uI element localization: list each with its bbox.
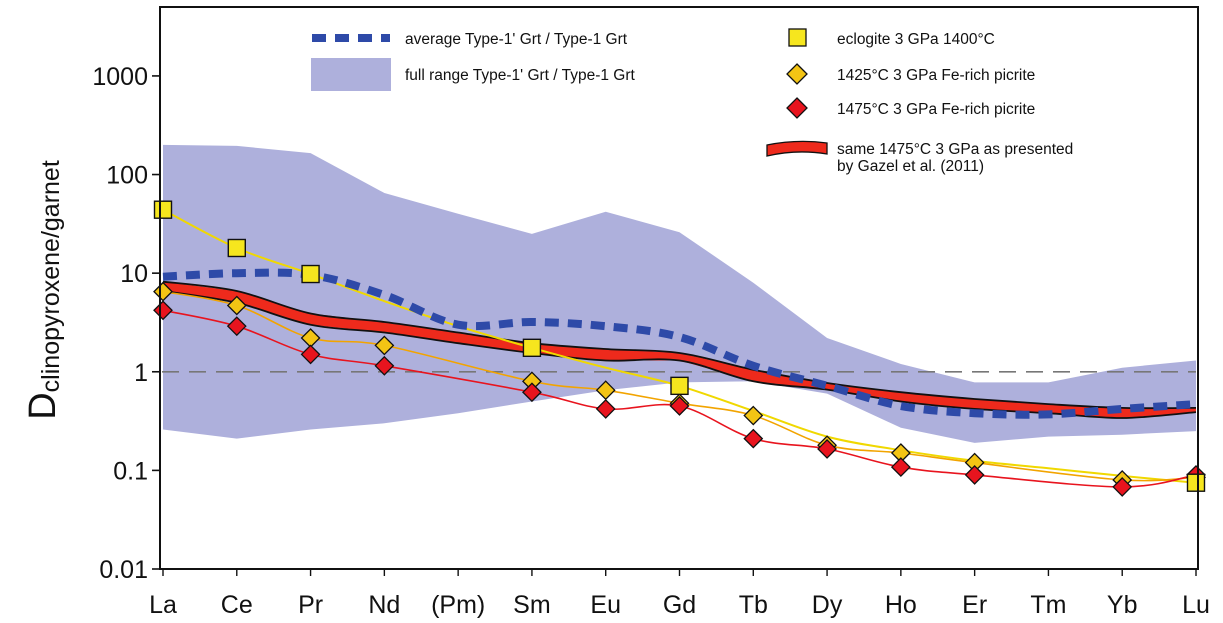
eclogite-point-7 bbox=[670, 376, 689, 396]
legend-picrite1475-label: 1475°C 3 GPa Fe-rich picrite bbox=[837, 101, 1035, 118]
y-tick-label-3: 1 bbox=[134, 359, 148, 387]
x-tick-label-11: Er bbox=[962, 591, 987, 619]
x-tick-label-8: Tb bbox=[739, 591, 768, 619]
picrite1475-point-1 bbox=[226, 316, 247, 337]
legend-band-label-line2: by Gazel et al. (2011) bbox=[837, 158, 984, 175]
x-tick-label-9: Dy bbox=[812, 591, 843, 619]
x-tick-label-0: La bbox=[149, 591, 177, 619]
picrite1475-point-11 bbox=[964, 464, 985, 485]
average-line-layer bbox=[162, 268, 1197, 419]
x-tick-label-14: Lu bbox=[1182, 591, 1210, 619]
picrite1475-point-5 bbox=[522, 382, 542, 403]
legend-picrite1425-label: 1425°C 3 GPa Fe-rich picrite bbox=[837, 67, 1035, 84]
eclogite-point-2 bbox=[301, 264, 320, 284]
eclogite-point-5 bbox=[522, 338, 542, 358]
y-axis: 1000 100 10 1 0.1 0.01 bbox=[92, 63, 160, 584]
x-tick-label-4: (Pm) bbox=[431, 591, 485, 619]
legend-eclogite-marker bbox=[788, 28, 807, 47]
legend-picrite1475-marker bbox=[786, 97, 808, 119]
legend-average-label: average Type-1' Grt / Type-1 Grt bbox=[405, 31, 628, 48]
legend-range-swatch bbox=[311, 58, 391, 91]
legend-picrite1425-marker bbox=[786, 63, 808, 85]
gazel-band-upper-edge bbox=[162, 280, 1197, 410]
picrite1475-point-9 bbox=[817, 439, 837, 459]
y-tick-label-4: 0.1 bbox=[113, 457, 148, 485]
x-tick-label-5: Sm bbox=[513, 591, 551, 619]
picrite1475-point-8 bbox=[743, 428, 764, 449]
y-tick-label-1: 100 bbox=[106, 162, 148, 190]
x-axis: La Ce Pr Nd (Pm) Sm Eu Gd Tb Dy Ho Er Tm Yb Lu bbox=[149, 569, 1210, 619]
legend-band-swatch bbox=[766, 140, 828, 157]
picrite1425-point-3 bbox=[374, 335, 395, 356]
y-tick-label-5: 0.01 bbox=[99, 556, 148, 584]
x-tick-label-13: Yb bbox=[1107, 591, 1138, 619]
legend-band-label-line1: same 1475°C 3 GPa as presented bbox=[837, 141, 1073, 158]
x-tick-label-6: Eu bbox=[590, 591, 621, 619]
x-tick-label-2: Pr bbox=[298, 591, 323, 619]
picrite1475-point-0 bbox=[153, 300, 173, 321]
eclogite-point-0 bbox=[153, 200, 173, 219]
x-tick-label-3: Nd bbox=[368, 591, 400, 619]
legend-eclogite-label: eclogite 3 GPa 1400°C bbox=[837, 31, 995, 48]
y-axis-label: Dclinopyroxene/garnet bbox=[22, 160, 65, 420]
full-range-area bbox=[163, 144, 1196, 443]
x-tick-label-7: Gd bbox=[663, 591, 696, 619]
legend: average Type-1' Grt / Type-1 Grt full ra… bbox=[311, 28, 1073, 175]
legend-range-label: full range Type-1' Grt / Type-1 Grt bbox=[405, 67, 636, 84]
picrite1475-point-7 bbox=[669, 396, 690, 416]
picrite1425-point-8 bbox=[743, 405, 764, 426]
y-axis-label-subscript: clinopyroxene/garnet bbox=[37, 160, 65, 392]
full-range-area-layer bbox=[163, 144, 1196, 443]
picrite1475-point-10 bbox=[890, 457, 911, 478]
y-tick-label-2: 10 bbox=[120, 260, 148, 288]
eclogite-point-1 bbox=[227, 238, 246, 258]
x-tick-label-10: Ho bbox=[885, 591, 917, 619]
picrite1475-point-13 bbox=[1112, 476, 1133, 497]
x-tick-label-1: Ce bbox=[221, 591, 253, 619]
y-axis-label-main: D bbox=[22, 392, 64, 419]
x-tick-label-12: Tm bbox=[1030, 591, 1066, 619]
y-tick-label-0: 1000 bbox=[92, 63, 148, 91]
series-markers-layer bbox=[153, 200, 1206, 497]
average-dashed-line bbox=[162, 268, 1197, 419]
picrite1475-point-6 bbox=[595, 399, 616, 419]
eclogite-point-14 bbox=[1186, 473, 1206, 492]
picrite1475-point-2 bbox=[300, 344, 321, 365]
picrite1475-point-3 bbox=[374, 355, 395, 376]
picrite1425-point-1 bbox=[226, 295, 247, 316]
